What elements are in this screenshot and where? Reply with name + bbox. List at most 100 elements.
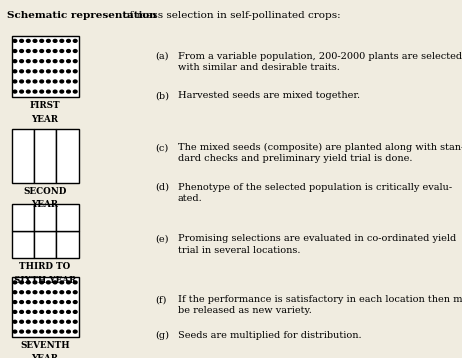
Circle shape (53, 320, 57, 323)
Circle shape (26, 320, 30, 323)
Circle shape (67, 80, 70, 83)
Circle shape (20, 80, 24, 83)
Circle shape (67, 90, 70, 93)
Bar (56, 129, 79, 183)
Bar (12, 277, 79, 337)
Circle shape (67, 39, 70, 42)
Circle shape (33, 310, 37, 313)
Circle shape (47, 60, 50, 63)
Circle shape (47, 39, 50, 42)
Circle shape (33, 320, 37, 323)
Text: Phenotype of the selected population is critically evalu-
ated.: Phenotype of the selected population is … (178, 183, 452, 203)
Circle shape (33, 301, 37, 304)
Circle shape (60, 70, 64, 73)
Circle shape (40, 70, 43, 73)
Circle shape (20, 49, 24, 52)
Bar (34, 204, 56, 231)
Circle shape (40, 301, 43, 304)
Bar (56, 231, 79, 258)
Text: (d): (d) (155, 183, 169, 192)
Circle shape (20, 90, 24, 93)
Text: (f): (f) (155, 295, 166, 304)
Circle shape (13, 39, 17, 42)
Circle shape (33, 80, 37, 83)
Circle shape (60, 310, 64, 313)
Circle shape (26, 39, 30, 42)
Circle shape (60, 301, 64, 304)
Circle shape (40, 80, 43, 83)
Circle shape (26, 281, 30, 284)
Circle shape (20, 291, 24, 294)
Circle shape (53, 90, 57, 93)
Circle shape (26, 291, 30, 294)
Text: (c): (c) (155, 143, 168, 152)
Circle shape (13, 330, 17, 333)
Circle shape (13, 90, 17, 93)
Circle shape (53, 80, 57, 83)
Circle shape (73, 60, 77, 63)
Bar (12, 231, 34, 258)
Circle shape (60, 281, 64, 284)
Circle shape (73, 310, 77, 313)
Bar (34, 129, 56, 183)
Circle shape (40, 49, 43, 52)
Circle shape (20, 70, 24, 73)
Circle shape (67, 320, 70, 323)
Circle shape (26, 310, 30, 313)
Circle shape (40, 291, 43, 294)
Circle shape (67, 301, 70, 304)
Text: Promising selections are evaluated in co-ordinated yield
trial in several locati: Promising selections are evaluated in co… (178, 234, 456, 255)
Circle shape (67, 281, 70, 284)
Text: (e): (e) (155, 234, 168, 243)
Circle shape (33, 39, 37, 42)
Circle shape (20, 281, 24, 284)
Circle shape (33, 60, 37, 63)
Circle shape (60, 80, 64, 83)
Circle shape (53, 291, 57, 294)
Circle shape (40, 39, 43, 42)
Circle shape (53, 60, 57, 63)
Circle shape (73, 39, 77, 42)
Circle shape (60, 320, 64, 323)
Bar (12, 204, 34, 231)
Circle shape (47, 310, 50, 313)
Circle shape (47, 70, 50, 73)
Text: SECOND: SECOND (24, 187, 67, 196)
Circle shape (53, 301, 57, 304)
Circle shape (33, 49, 37, 52)
Circle shape (13, 310, 17, 313)
Circle shape (26, 49, 30, 52)
Circle shape (40, 320, 43, 323)
Text: The mixed seeds (composite) are planted along with stan-
dard checks and prelimi: The mixed seeds (composite) are planted … (178, 143, 462, 163)
Circle shape (26, 70, 30, 73)
Circle shape (47, 291, 50, 294)
Circle shape (60, 90, 64, 93)
Circle shape (33, 281, 37, 284)
Circle shape (33, 330, 37, 333)
Circle shape (73, 320, 77, 323)
Circle shape (13, 70, 17, 73)
Circle shape (60, 330, 64, 333)
Circle shape (13, 291, 17, 294)
Circle shape (47, 330, 50, 333)
Circle shape (67, 291, 70, 294)
Circle shape (73, 301, 77, 304)
Text: From a variable population, 200-2000 plants are selected
with similar and desira: From a variable population, 200-2000 pla… (178, 52, 462, 72)
Circle shape (40, 60, 43, 63)
Text: THIRD TO: THIRD TO (19, 262, 71, 271)
Circle shape (53, 70, 57, 73)
Circle shape (47, 80, 50, 83)
Circle shape (26, 80, 30, 83)
Circle shape (47, 90, 50, 93)
Circle shape (26, 90, 30, 93)
Circle shape (33, 90, 37, 93)
Text: (b): (b) (155, 91, 169, 100)
Bar (12, 36, 79, 97)
Circle shape (47, 301, 50, 304)
Circle shape (33, 70, 37, 73)
Bar (56, 204, 79, 231)
Circle shape (20, 39, 24, 42)
Circle shape (53, 310, 57, 313)
Text: YEAR: YEAR (31, 354, 59, 358)
Text: (a): (a) (155, 52, 168, 61)
